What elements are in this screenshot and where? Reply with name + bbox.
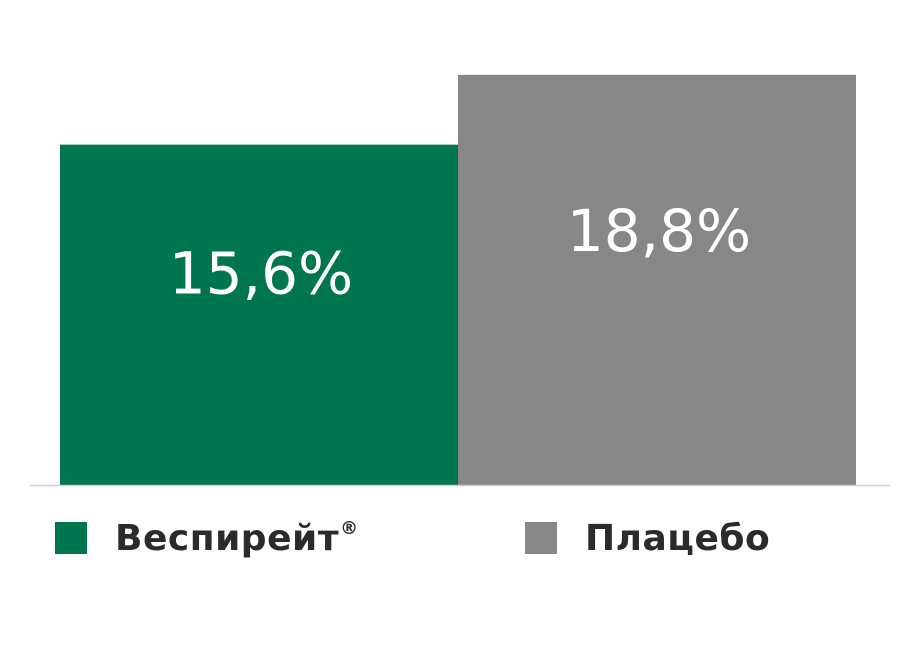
bar-value-label-placebo: 18,8% <box>567 197 751 265</box>
legend-label-vespireit-text: Веспирейт <box>115 517 340 559</box>
bar-vespireit <box>60 144 458 486</box>
legend-swatch-placebo <box>525 522 557 554</box>
legend-item-placebo: Плацебо <box>525 516 770 560</box>
legend-label-vespireit: Веспирейт® <box>115 518 359 559</box>
registered-mark: ® <box>340 517 359 539</box>
bar-value-label-vespireit: 15,6% <box>169 239 353 307</box>
legend-label-placebo: Плацебо <box>585 517 771 559</box>
legend-item-vespireit: Веспирейт® <box>55 516 359 560</box>
legend-swatch-vespireit <box>55 522 87 554</box>
bar-placebo <box>458 74 856 486</box>
